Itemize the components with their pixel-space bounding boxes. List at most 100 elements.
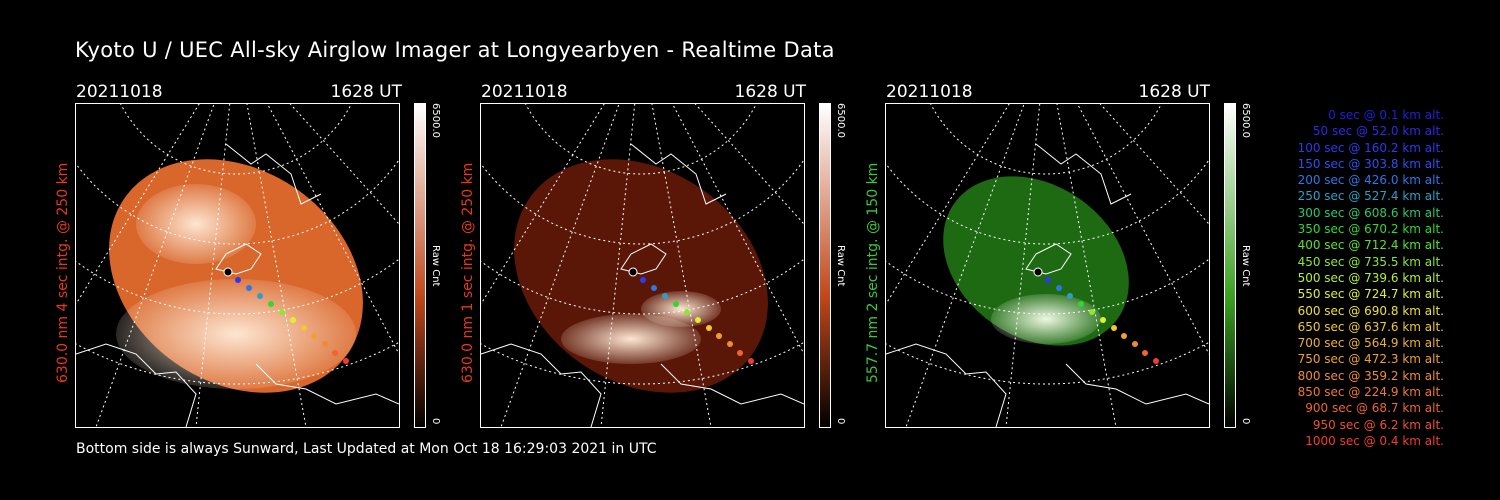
legend-row: 850 sec @ 224.9 km alt. <box>1297 385 1444 400</box>
longitude-line <box>671 104 804 355</box>
panel-1-cbar-max: 6500.0 <box>430 103 441 138</box>
legend-row: 450 sec @ 735.5 km alt. <box>1297 254 1444 269</box>
longitude-line <box>600 104 636 427</box>
panel-2-time: 1628 UT <box>734 82 807 102</box>
panel-1-ylabel: 630.0 nm 4 sec intg. @ 250 km <box>55 162 71 383</box>
coastline <box>481 343 602 427</box>
trajectory-point <box>748 358 754 364</box>
panel-3-date: 20211018 <box>886 82 973 102</box>
trajectory-point <box>737 350 743 356</box>
legend-row: 550 sec @ 724.7 km alt. <box>1297 287 1444 302</box>
aurora-bright-region <box>641 291 721 327</box>
panel-2-allsky-map <box>481 104 804 427</box>
legend-row: 150 sec @ 303.8 km alt. <box>1297 156 1444 171</box>
panel-3-ylabel: 557.7 nm 2 sec intg. @ 150 km <box>865 162 881 383</box>
aurora-bright-region <box>136 184 256 264</box>
panel-1-cbar-label: Raw Cnt <box>430 245 441 287</box>
legend-row: 250 sec @ 527.4 km alt. <box>1297 189 1444 204</box>
trajectory-point <box>651 285 657 291</box>
panel-2-image <box>480 103 805 428</box>
trajectory-point <box>706 325 712 331</box>
trajectory-point <box>301 325 307 331</box>
legend-row: 1000 sec @ 0.4 km alt. <box>1305 433 1444 448</box>
panel-1-colorbar <box>414 103 426 428</box>
trajectory-point <box>1045 277 1051 283</box>
coastline <box>255 363 399 405</box>
panel-2-cbar-label: Raw Cnt <box>835 245 846 287</box>
legend-row: 350 sec @ 670.2 km alt. <box>1297 222 1444 237</box>
panel-3-cbar-label: Raw Cnt <box>1240 245 1251 287</box>
panel-3-colorbar <box>1224 103 1236 428</box>
trajectory-point <box>1142 350 1148 356</box>
longitude-line <box>289 104 399 225</box>
footer-note: Bottom side is always Sunward, Last Upda… <box>76 441 657 457</box>
coastline <box>886 343 1007 427</box>
panel-1-date: 20211018 <box>76 82 163 102</box>
trajectory-point <box>1100 317 1106 323</box>
aurora-bright-region <box>561 314 701 364</box>
legend-row: 700 sec @ 564.9 km alt. <box>1297 336 1444 351</box>
trajectory-point <box>727 341 733 347</box>
airglow-image-disk <box>514 159 768 393</box>
trajectory-point <box>223 267 233 277</box>
trajectory-point <box>1111 325 1117 331</box>
longitude-line <box>1099 104 1209 225</box>
panel-2-colorbar <box>819 103 831 428</box>
panel-2-date: 20211018 <box>481 82 568 102</box>
panel-1-allsky-map <box>76 104 399 427</box>
coastline <box>1025 243 1072 275</box>
latitude-circle <box>930 104 1162 175</box>
trajectory-point <box>1056 285 1062 291</box>
trajectory-point <box>268 301 274 307</box>
panel-1-image <box>75 103 400 428</box>
legend-row: 100 sec @ 160.2 km alt. <box>1297 140 1444 155</box>
trajectory-point <box>332 350 338 356</box>
trajectory-point <box>673 301 679 307</box>
trajectory-point <box>343 358 349 364</box>
coastline <box>620 243 667 275</box>
trajectory-point <box>1121 333 1127 339</box>
legend-row: 900 sec @ 68.7 km alt. <box>1305 401 1444 416</box>
aurora-bright-region <box>116 279 356 389</box>
trajectory-point <box>628 267 638 277</box>
legend-row: 800 sec @ 359.2 km alt. <box>1297 368 1444 383</box>
legend-row: 950 sec @ 6.2 km alt. <box>1312 417 1444 432</box>
panel-3-cbar-max: 6500.0 <box>1240 103 1251 138</box>
aurora-bright-region <box>991 294 1101 344</box>
trajectory-point <box>246 285 252 291</box>
longitude-line <box>266 104 399 355</box>
legend-row: 0 sec @ 0.1 km alt. <box>1328 108 1444 122</box>
coastline <box>1065 363 1209 405</box>
trajectory-point <box>1078 301 1084 307</box>
coastline <box>225 143 322 205</box>
longitude-line <box>1005 104 1041 427</box>
legend-row: 500 sec @ 739.6 km alt. <box>1297 270 1444 285</box>
legend-row: 650 sec @ 637.6 km alt. <box>1297 319 1444 334</box>
legend-row: 300 sec @ 608.6 km alt. <box>1297 205 1444 220</box>
panel-2-ylabel: 630.0 nm 1 sec intg. @ 250 km <box>460 162 476 383</box>
longitude-line <box>694 104 804 225</box>
trajectory-point <box>695 317 701 323</box>
trajectory-point <box>716 333 722 339</box>
legend-row: 200 sec @ 426.0 km alt. <box>1297 173 1444 188</box>
legend-row: 750 sec @ 472.3 km alt. <box>1297 352 1444 367</box>
airglow-image-disk <box>943 176 1129 346</box>
panel-3-time: 1628 UT <box>1138 82 1211 102</box>
longitude-line <box>1076 104 1209 355</box>
trajectory-point <box>1067 293 1073 299</box>
trajectory-point <box>290 317 296 323</box>
trajectory-point <box>662 293 668 299</box>
coastline <box>660 363 804 405</box>
legend-row: 600 sec @ 690.8 km alt. <box>1297 303 1444 318</box>
trajectory-legend: 0 sec @ 0.1 km alt. 50 sec @ 52.0 km alt.… <box>1262 107 1444 449</box>
legend-row: 400 sec @ 712.4 km alt. <box>1297 238 1444 253</box>
trajectory-point <box>684 309 690 315</box>
panel-3-cbar-min: 0 <box>1240 418 1251 425</box>
panel-2-cbar-max: 6500.0 <box>835 103 846 138</box>
trajectory-point <box>257 293 263 299</box>
coastline <box>76 343 197 427</box>
coastline <box>1035 143 1132 205</box>
panel-1-cbar-min: 0 <box>430 418 441 425</box>
trajectory-point <box>235 277 241 283</box>
